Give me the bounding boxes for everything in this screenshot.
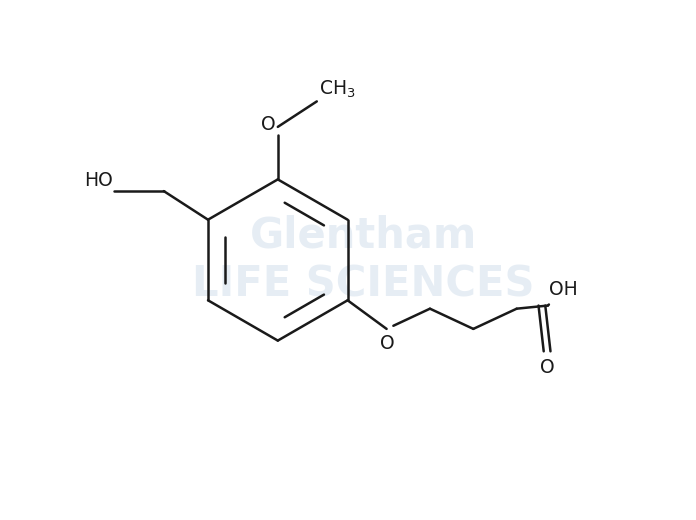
Text: OH: OH xyxy=(549,280,578,300)
Text: O: O xyxy=(261,115,276,134)
Text: O: O xyxy=(380,334,395,353)
Text: HO: HO xyxy=(84,171,113,190)
Text: CH$_3$: CH$_3$ xyxy=(319,79,356,100)
Text: Glentham
LIFE SCIENCES: Glentham LIFE SCIENCES xyxy=(192,215,535,305)
Text: O: O xyxy=(540,358,555,376)
